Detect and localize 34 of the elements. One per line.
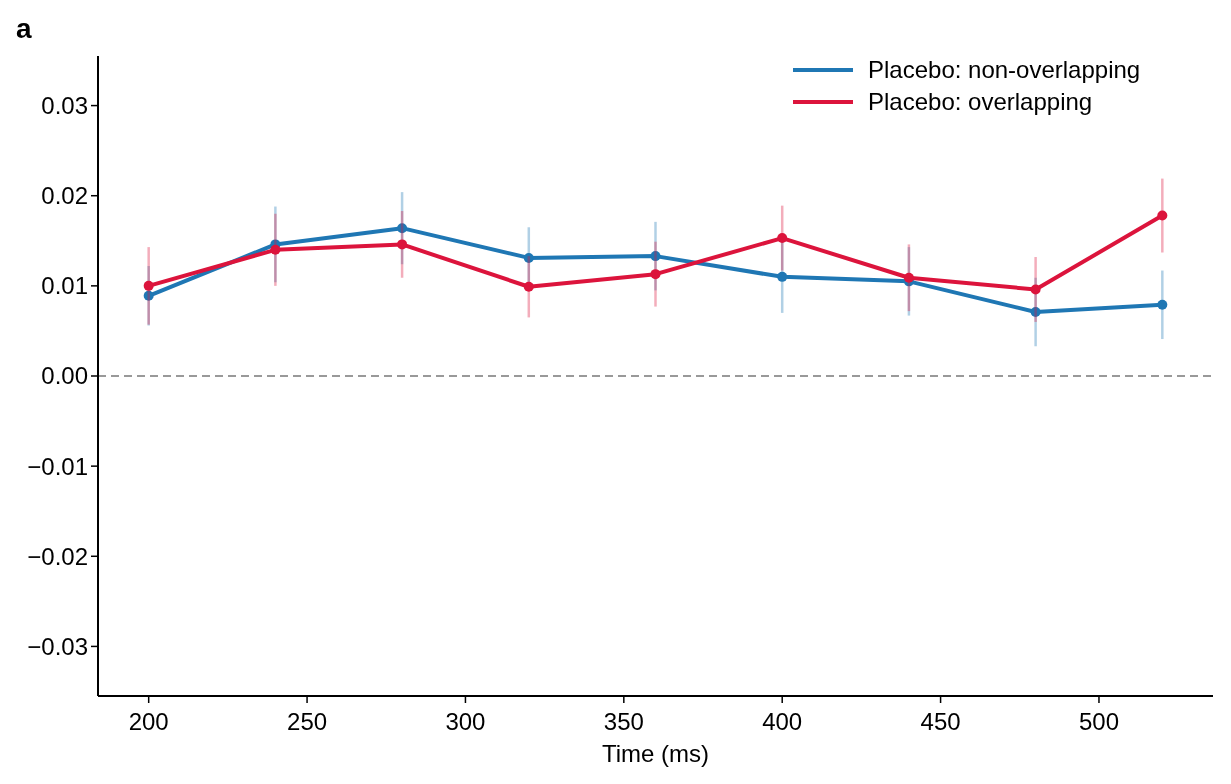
x-tick-label: 500	[1078, 708, 1119, 735]
x-tick-label: 350	[603, 708, 644, 735]
y-tick-label: 0.03	[41, 91, 88, 119]
point	[523, 252, 534, 263]
point	[143, 280, 154, 291]
point	[903, 272, 914, 283]
point	[650, 269, 661, 280]
point	[650, 251, 661, 262]
x-axis-title: Time (ms)	[601, 740, 710, 767]
point	[397, 239, 408, 250]
point	[397, 223, 408, 234]
point	[1157, 299, 1168, 310]
x-tick-label: 300	[445, 708, 486, 735]
y-tick-label: −0.01	[27, 452, 88, 480]
y-tick-label: 0.01	[41, 272, 88, 300]
point	[1157, 210, 1168, 221]
y-tick-label: −0.02	[27, 542, 88, 570]
point	[523, 281, 534, 292]
point	[1030, 284, 1041, 295]
x-tick-label: 400	[762, 708, 803, 735]
legend-label: Placebo: non-overlapping	[868, 56, 1141, 84]
x-tick-label: 250	[287, 708, 328, 735]
x-tick-label: 200	[128, 708, 169, 735]
point	[777, 271, 788, 282]
x-tick-label: 450	[920, 708, 961, 735]
point	[270, 244, 281, 255]
y-tick-label: 0.02	[41, 182, 88, 210]
y-tick-label: −0.03	[27, 632, 88, 660]
point	[1030, 307, 1041, 317]
legend-label: Placebo: overlapping	[868, 88, 1093, 116]
text: a	[16, 13, 32, 44]
y-tick-label: 0.00	[41, 362, 88, 390]
point	[777, 233, 788, 244]
point	[143, 290, 154, 301]
